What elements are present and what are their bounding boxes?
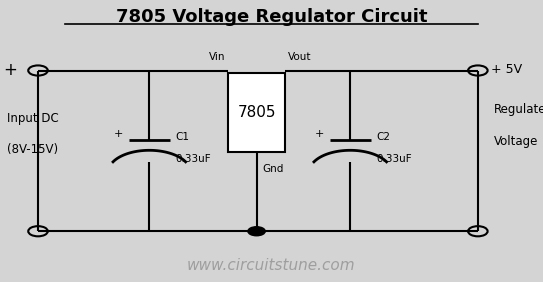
Bar [228, 73, 285, 152]
Text: 7805 Voltage Regulator Circuit: 7805 Voltage Regulator Circuit [116, 8, 427, 27]
Text: Regulated: Regulated [494, 103, 543, 116]
Text: Voltage: Voltage [494, 135, 539, 147]
Text: 7805: 7805 [237, 105, 276, 120]
Text: 0.33uF: 0.33uF [175, 154, 211, 164]
Text: C2: C2 [376, 132, 390, 142]
Circle shape [248, 227, 265, 236]
Text: Vin: Vin [209, 52, 225, 62]
Text: +: + [315, 129, 324, 139]
Text: +: + [3, 61, 17, 79]
Text: (8V-15V): (8V-15V) [7, 143, 58, 156]
Text: C1: C1 [175, 132, 190, 142]
Text: + 5V: + 5V [491, 63, 522, 76]
Text: Vout: Vout [288, 52, 311, 62]
Text: Input DC: Input DC [7, 112, 59, 125]
Text: Gnd: Gnd [262, 164, 283, 174]
Text: www.circuitstune.com: www.circuitstune.com [187, 257, 356, 273]
Text: 0.33uF: 0.33uF [376, 154, 412, 164]
Text: +: + [114, 129, 123, 139]
